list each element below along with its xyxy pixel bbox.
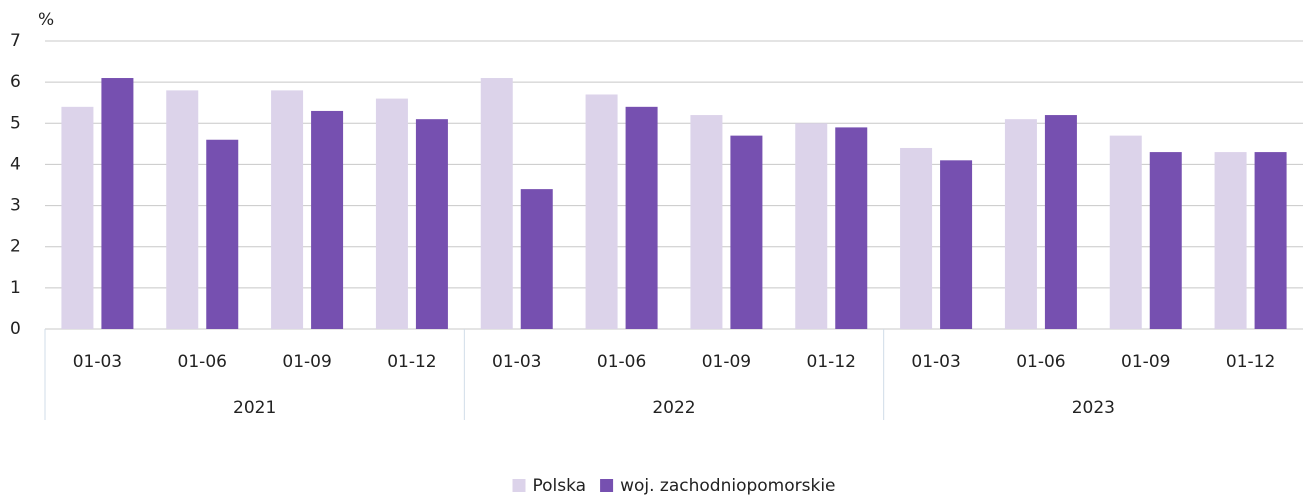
x-tick-label: 01-12 <box>387 352 436 372</box>
bar <box>625 106 658 329</box>
x-tick-label: 01-09 <box>282 352 331 372</box>
bar <box>1044 115 1077 329</box>
x-tick-label: 01-12 <box>1226 352 1275 372</box>
bar <box>61 106 94 329</box>
bar <box>480 78 513 330</box>
bar <box>1004 119 1037 330</box>
bar <box>271 90 304 329</box>
x-tick-label: 01-03 <box>492 352 541 372</box>
bar <box>206 139 239 329</box>
legend-swatch <box>600 479 614 492</box>
y-axis-label: % <box>38 10 54 30</box>
bar <box>690 115 723 329</box>
legend: Polska woj. zachodniopomorskie <box>512 476 836 496</box>
x-tick-label: 01-09 <box>702 352 751 372</box>
bar <box>1149 152 1182 329</box>
bar <box>520 189 553 329</box>
bar <box>101 78 134 330</box>
y-tick-label: 2 <box>10 237 21 257</box>
bar <box>166 90 199 329</box>
y-tick-label: 7 <box>10 31 21 51</box>
bar <box>415 119 448 330</box>
bar <box>1254 152 1287 329</box>
x-tick-label: 01-06 <box>597 352 646 372</box>
y-tick-label: 3 <box>10 196 21 216</box>
x-tick-label: 01-06 <box>178 352 227 372</box>
y-tick-label: 4 <box>10 154 21 174</box>
bar <box>730 135 763 329</box>
bar <box>585 94 618 329</box>
bar <box>311 110 344 329</box>
x-tick-label: 01-03 <box>911 352 960 372</box>
legend-swatch <box>512 479 526 492</box>
group-label: 2023 <box>1072 398 1115 418</box>
y-tick-label: 5 <box>10 113 21 133</box>
group-label: 2021 <box>233 398 276 418</box>
x-tick-label: 01-09 <box>1121 352 1170 372</box>
y-tick-label: 0 <box>10 319 21 339</box>
x-tick-label: 01-03 <box>73 352 122 372</box>
bar <box>940 160 973 329</box>
bar <box>900 147 933 329</box>
bar <box>1109 135 1142 329</box>
bar <box>835 127 868 330</box>
y-tick-label: 6 <box>10 72 21 92</box>
y-tick-label: 1 <box>10 278 21 298</box>
legend-label: woj. zachodniopomorskie <box>620 476 835 496</box>
bar <box>795 123 828 330</box>
x-tick-label: 01-12 <box>807 352 856 372</box>
bar <box>1214 152 1247 329</box>
bar <box>375 98 408 329</box>
legend-label: Polska <box>532 476 586 496</box>
x-tick-label: 01-06 <box>1016 352 1065 372</box>
group-label: 2022 <box>652 398 695 418</box>
